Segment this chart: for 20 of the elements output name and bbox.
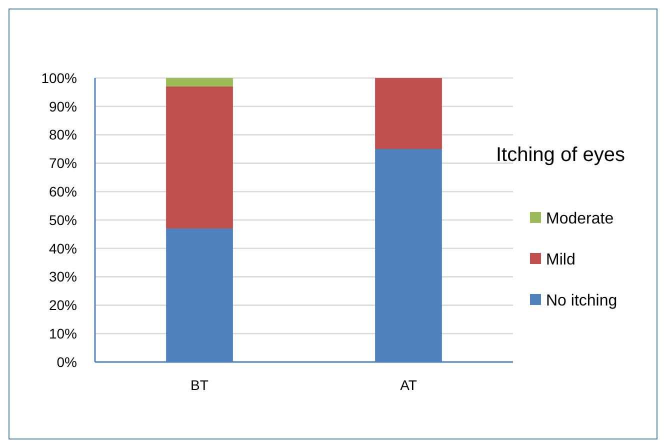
bar [166, 78, 233, 87]
bar [375, 78, 442, 149]
y-tick-label: 0% [56, 354, 77, 370]
bar [166, 86, 233, 229]
y-tick-label: 70% [48, 155, 77, 172]
legend-label: No itching [546, 292, 618, 310]
legend-label: Moderate [546, 210, 614, 228]
y-tick-label: 100% [41, 70, 77, 86]
y-tick-label: 40% [48, 240, 77, 256]
y-tick-label: 60% [48, 184, 77, 200]
x-tick-label: AT [400, 377, 418, 393]
legend-title: Itching of eyes [496, 144, 625, 166]
legend-label: Mild [546, 252, 576, 269]
y-tick-label: 10% [48, 326, 77, 342]
y-tick-label: 30% [48, 268, 77, 285]
y-tick-label: 50% [48, 212, 77, 228]
y-tick-label: 20% [48, 297, 77, 314]
x-tick-label: BT [190, 377, 209, 393]
y-tick-label: 90% [48, 98, 77, 114]
y-tick-label: 80% [48, 126, 77, 143]
